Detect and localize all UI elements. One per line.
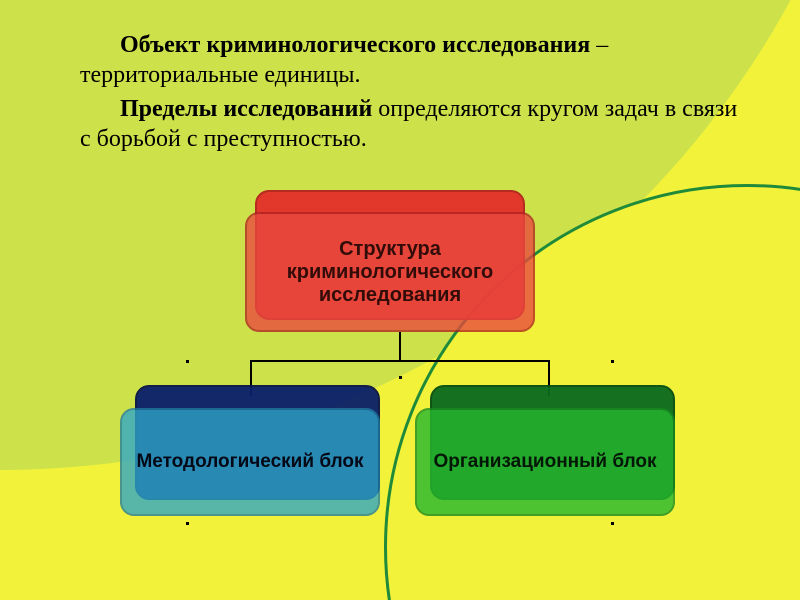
paragraph-2: Пределы исследований определяются кругом… [80,94,740,154]
connector-dot [399,376,402,379]
root-node: Структура криминологического исследовани… [245,212,535,332]
paragraph-2-bold: Пределы исследований [120,96,372,122]
connector-dot [611,522,614,525]
slide: Объект криминологического исследования –… [0,0,800,600]
paragraph-1-bold: Объект криминологического исследования [120,32,590,58]
child-node-0-label: Методологический блок [126,445,373,479]
diagram: Структура криминологического исследовани… [0,190,800,570]
connector-dot [611,360,614,363]
child-node-1: Организационный блок [415,408,675,516]
text-block: Объект криминологического исследования –… [80,30,740,158]
child-node-1-label: Организационный блок [423,445,666,479]
connector-stem [399,332,401,360]
root-node-label: Структура криминологического исследовани… [247,232,533,313]
connector-dot [186,522,189,525]
connector-horizontal [250,360,550,362]
child-node-0: Методологический блок [120,408,380,516]
paragraph-1: Объект криминологического исследования –… [80,30,740,90]
connector-dot [186,360,189,363]
